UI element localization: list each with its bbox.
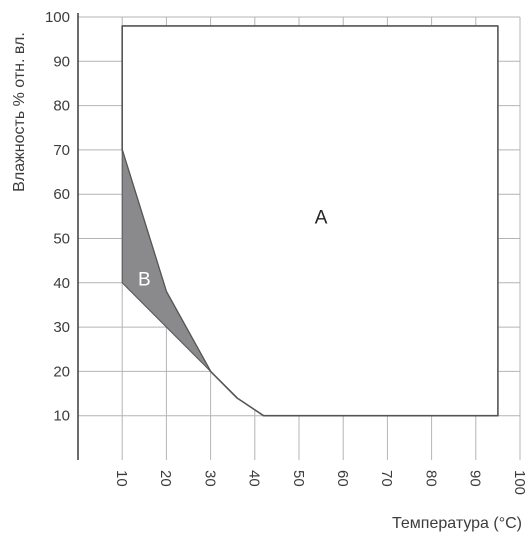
- x-tick-label-10: 10: [113, 470, 130, 487]
- x-tick-label-70: 70: [378, 470, 395, 487]
- x-tick-label-20: 20: [157, 470, 174, 487]
- y-tick-label-60: 60: [53, 186, 70, 203]
- x-tick-label-40: 40: [246, 470, 263, 487]
- y-tick-label-50: 50: [53, 231, 70, 248]
- y-tick-label-70: 70: [53, 142, 70, 159]
- x-tick-label-100: 100: [511, 470, 528, 495]
- y-tick-label-30: 30: [53, 319, 70, 336]
- x-axis-label: Температура (°C): [392, 515, 522, 532]
- y-tick-label-40: 40: [53, 275, 70, 292]
- y-tick-label-100: 100: [45, 9, 70, 26]
- regions: [121, 25, 499, 417]
- x-tick-label-90: 90: [467, 470, 484, 487]
- region-label-a: A: [315, 207, 328, 228]
- y-tick-label-10: 10: [53, 408, 70, 425]
- x-tick-label-30: 30: [201, 470, 218, 487]
- y-tick-label-20: 20: [53, 363, 70, 380]
- y-tick-labels: 10 20 30 40 50 60 70 80 90 100: [45, 9, 70, 425]
- y-tick-label-90: 90: [53, 53, 70, 70]
- x-tick-label-50: 50: [290, 470, 307, 487]
- region-a: [121, 25, 499, 417]
- region-label-b: B: [138, 269, 151, 290]
- y-axis-label: Влажность % отн. вл.: [11, 32, 28, 192]
- x-tick-label-60: 60: [334, 470, 351, 487]
- region-labels: AB: [138, 207, 328, 290]
- x-tick-label-80: 80: [422, 470, 439, 487]
- region-b: [121, 149, 212, 372]
- y-tick-label-80: 80: [53, 98, 70, 115]
- x-tick-labels: 10 20 30 40 50 60 70 80 90 100: [113, 470, 528, 495]
